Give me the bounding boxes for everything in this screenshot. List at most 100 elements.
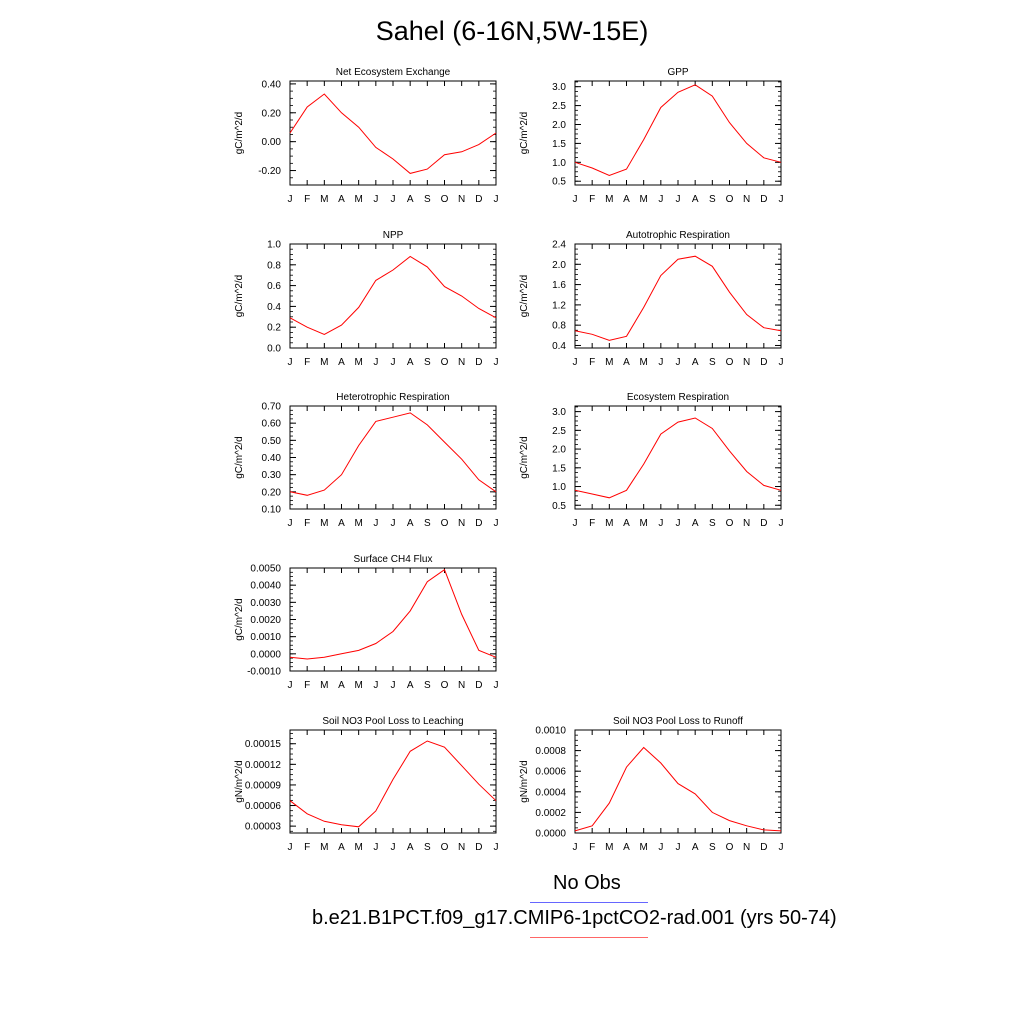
y-tick-label: 0.8 <box>267 260 281 271</box>
y-tick-label: 0.0008 <box>535 746 566 757</box>
y-tick-label: 0.00 <box>262 137 282 148</box>
x-tick-label: A <box>692 518 699 529</box>
x-tick-label: A <box>338 680 345 691</box>
x-tick-label: J <box>391 842 396 853</box>
y-tick-label: 0.0050 <box>250 564 281 575</box>
y-tick-label: 0.2 <box>267 323 281 334</box>
y-tick-label: 0.8 <box>552 321 566 332</box>
series-line <box>574 255 782 341</box>
x-tick-label: A <box>338 518 345 529</box>
x-tick-label: N <box>458 357 465 368</box>
x-tick-label: J <box>494 518 499 529</box>
x-tick-label: O <box>726 357 734 368</box>
x-tick-label: S <box>424 518 431 529</box>
x-tick-label: J <box>288 842 293 853</box>
x-tick-label: D <box>760 357 767 368</box>
y-tick-label: 0.5 <box>552 177 566 188</box>
x-tick-label: F <box>304 680 310 691</box>
y-axis-label: gC/m^2/d <box>234 436 245 479</box>
y-tick-label: 0.0010 <box>250 632 281 643</box>
x-tick-label: M <box>639 357 647 368</box>
x-tick-label: M <box>320 357 328 368</box>
y-axis-label: gC/m^2/d <box>234 112 245 155</box>
x-tick-label: F <box>589 357 595 368</box>
y-axis-label: gC/m^2/d <box>234 598 245 641</box>
plot-frame <box>574 729 782 834</box>
panel-title: NPP <box>383 230 404 241</box>
x-tick-label: M <box>354 518 362 529</box>
x-tick-label: J <box>288 680 293 691</box>
legend-model-label: b.e21.B1PCT.f09_g17.CMIP6-1pctCO2-rad.00… <box>312 907 837 929</box>
x-tick-label: J <box>288 357 293 368</box>
y-tick-label: -0.0010 <box>247 667 281 678</box>
x-tick-label: N <box>743 842 750 853</box>
y-tick-label: 0.0000 <box>250 649 281 660</box>
y-tick-label: 0.20 <box>262 108 282 119</box>
y-tick-label: 2.0 <box>552 445 566 456</box>
x-tick-label: J <box>779 842 784 853</box>
y-tick-label: 0.00003 <box>245 822 282 833</box>
y-axis-label: gN/m^2/d <box>519 760 530 803</box>
x-tick-label: N <box>743 194 750 205</box>
y-tick-label: 0.30 <box>262 470 282 481</box>
x-tick-label: J <box>494 357 499 368</box>
y-tick-label: 0.4 <box>552 341 566 352</box>
y-tick-label: 0.0 <box>267 344 281 355</box>
x-tick-label: M <box>354 680 362 691</box>
legend-obs-label: No Obs <box>553 872 621 894</box>
x-tick-label: A <box>692 194 699 205</box>
x-tick-label: S <box>424 842 431 853</box>
x-tick-label: S <box>709 518 716 529</box>
x-tick-label: J <box>676 518 681 529</box>
y-tick-label: 0.0010 <box>535 726 566 737</box>
x-tick-label: J <box>573 194 578 205</box>
x-tick-label: A <box>407 194 414 205</box>
x-tick-label: O <box>441 357 449 368</box>
y-tick-label: 1.0 <box>552 482 566 493</box>
y-tick-label: 0.40 <box>262 453 282 464</box>
y-axis-label: gN/m^2/d <box>234 760 245 803</box>
y-tick-label: 0.20 <box>262 487 282 498</box>
y-tick-label: 1.0 <box>267 240 281 251</box>
x-tick-label: J <box>391 680 396 691</box>
x-tick-label: O <box>441 680 449 691</box>
x-tick-label: J <box>779 194 784 205</box>
x-tick-label: D <box>760 842 767 853</box>
x-tick-label: J <box>391 357 396 368</box>
x-tick-label: J <box>288 194 293 205</box>
x-tick-label: A <box>407 842 414 853</box>
x-tick-label: M <box>320 518 328 529</box>
y-tick-label: 0.00015 <box>245 739 282 750</box>
y-tick-label: 0.50 <box>262 436 282 447</box>
x-tick-label: J <box>658 357 663 368</box>
y-tick-label: 1.5 <box>552 463 566 474</box>
x-tick-label: J <box>373 680 378 691</box>
y-tick-label: 0.60 <box>262 419 282 430</box>
plot-frame <box>574 80 782 186</box>
x-tick-label: S <box>709 357 716 368</box>
x-tick-label: M <box>605 518 613 529</box>
series-line <box>574 84 782 177</box>
y-tick-label: 2.0 <box>552 120 566 131</box>
x-tick-label: M <box>639 518 647 529</box>
y-tick-label: 2.5 <box>552 426 566 437</box>
panel-title: GPP <box>667 67 688 78</box>
series-line <box>289 93 497 174</box>
x-tick-label: F <box>589 518 595 529</box>
panel-title: Ecosystem Respiration <box>627 392 729 403</box>
x-tick-label: M <box>605 194 613 205</box>
x-tick-label: S <box>424 680 431 691</box>
x-tick-label: S <box>709 194 716 205</box>
x-tick-label: O <box>441 518 449 529</box>
x-tick-label: M <box>354 842 362 853</box>
x-tick-label: J <box>494 194 499 205</box>
x-tick-label: M <box>354 357 362 368</box>
x-tick-label: N <box>458 842 465 853</box>
series-line <box>574 746 782 832</box>
y-axis-label: gC/m^2/d <box>519 436 530 479</box>
